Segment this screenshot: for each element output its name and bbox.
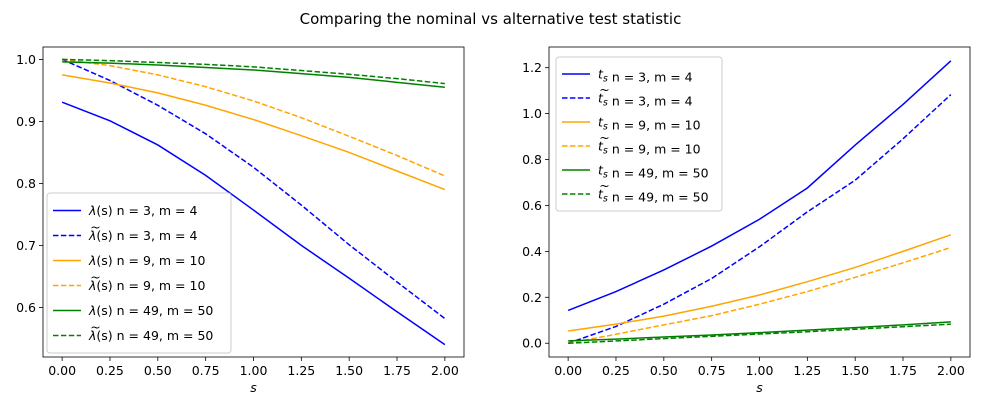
y-ticks: 0.6 0.7 0.8 0.9 1.0 [16,52,43,315]
legend-label-0: ts n = 3, m = 4 [598,67,693,85]
series-line-1 [61,58,446,320]
series-line-5 [62,58,445,85]
x-tick-label: 0.50 [650,363,678,378]
x-tick-label: 1.50 [335,363,363,378]
x-tick-label: 0.25 [96,363,124,378]
legend-frame [555,56,723,212]
y-tick-label: 0.9 [16,114,36,129]
y-tick-label: 0.0 [522,336,542,351]
series-lines [61,58,446,346]
legend-label-3: ts n = 9, m = 10 [598,139,701,157]
x-tick-label: 0.50 [144,363,172,378]
legend: λ(s) n = 3, m = 4λ(s) n = 3, m = 4~λ(s) … [46,192,232,354]
legend-tilde-5: ~ [599,178,609,193]
legend-tilde-5: ~ [90,320,100,335]
figure-title: Comparing the nominal vs alternative tes… [300,10,682,28]
y-tick-label: 0.6 [16,300,36,315]
legend-label-3: λ(s) n = 9, m = 10 [88,278,205,293]
y-tick-label: 0.8 [522,152,542,167]
y-tick-label: 0.4 [522,244,542,259]
x-tick-label: 1.25 [287,363,315,378]
x-tick-label: 1.00 [746,363,774,378]
x-axis-label: s [756,380,763,395]
legend-label-5: λ(s) n = 49, m = 50 [88,328,213,343]
x-tick-label: 2.00 [431,363,459,378]
right-chart-test-statistic: 0.00 0.25 0.50 0.75 1.00 1.25 1.50 1.75 2.000.00… [522,46,971,395]
legend-frame [46,192,232,354]
x-tick-label: 2.00 [937,363,965,378]
legend-tilde-3: ~ [599,130,609,145]
legend-label-1: ts n = 3, m = 4 [598,91,693,109]
legend-label-4: λ(s) n = 49, m = 50 [88,303,213,318]
x-ticks: 0.00 0.25 0.50 0.75 1.00 1.25 1.50 1.75 2.00 [554,357,965,378]
x-tick-label: 1.50 [841,363,869,378]
legend: ts n = 3, m = 4ts n = 3, m = 4~ts n = 9,… [555,56,723,212]
x-tick-label: 1.75 [383,363,411,378]
legend-label-2: ts n = 9, m = 10 [598,115,701,133]
y-tick-label: 0.7 [16,238,36,253]
y-ticks: 0.0 0.2 0.4 0.6 0.8 1.0 1.2 [522,60,549,351]
series-line-0 [567,60,952,312]
x-tick-label: 0.75 [698,363,726,378]
legend-tilde-1: ~ [599,82,609,97]
series-line-0 [61,101,446,346]
legend-tilde-1: ~ [90,220,100,235]
y-tick-label: 0.2 [522,290,542,305]
series-line-4 [62,61,445,89]
series-lines [567,60,952,344]
x-tick-label: 0.25 [602,363,630,378]
x-axis-label: s [250,380,257,395]
series-line-2 [568,234,952,332]
legend-tilde-3: ~ [90,270,100,285]
legend-label-4: ts n = 49, m = 50 [598,163,709,181]
left-chart-lambda: 0.00 0.25 0.50 0.75 1.00 1.25 1.50 1.75 2.000.60… [16,46,465,395]
y-tick-label: 1.0 [16,52,36,67]
x-tick-label: 1.75 [889,363,917,378]
x-tick-label: 0.00 [48,363,76,378]
series-line-1 [567,93,952,344]
y-tick-label: 1.2 [522,60,542,75]
series-line-2 [62,74,446,191]
series-line-5 [568,323,951,344]
x-tick-label: 0.00 [554,363,582,378]
x-tick-label: 1.00 [240,363,268,378]
series-line-3 [62,58,446,177]
legend-label-1: λ(s) n = 3, m = 4 [88,228,198,243]
y-tick-label: 0.6 [522,198,542,213]
legend-label-5: ts n = 49, m = 50 [598,187,709,205]
x-ticks: 0.00 0.25 0.50 0.75 1.00 1.25 1.50 1.75 2.00 [48,357,459,378]
legend-label-2: λ(s) n = 9, m = 10 [88,253,205,268]
series-line-3 [568,246,952,344]
x-tick-label: 1.25 [793,363,821,378]
y-tick-label: 0.8 [16,176,36,191]
x-tick-label: 0.75 [192,363,220,378]
y-tick-label: 1.0 [522,106,542,121]
legend-label-0: λ(s) n = 3, m = 4 [88,203,198,218]
series-line-4 [568,321,951,342]
